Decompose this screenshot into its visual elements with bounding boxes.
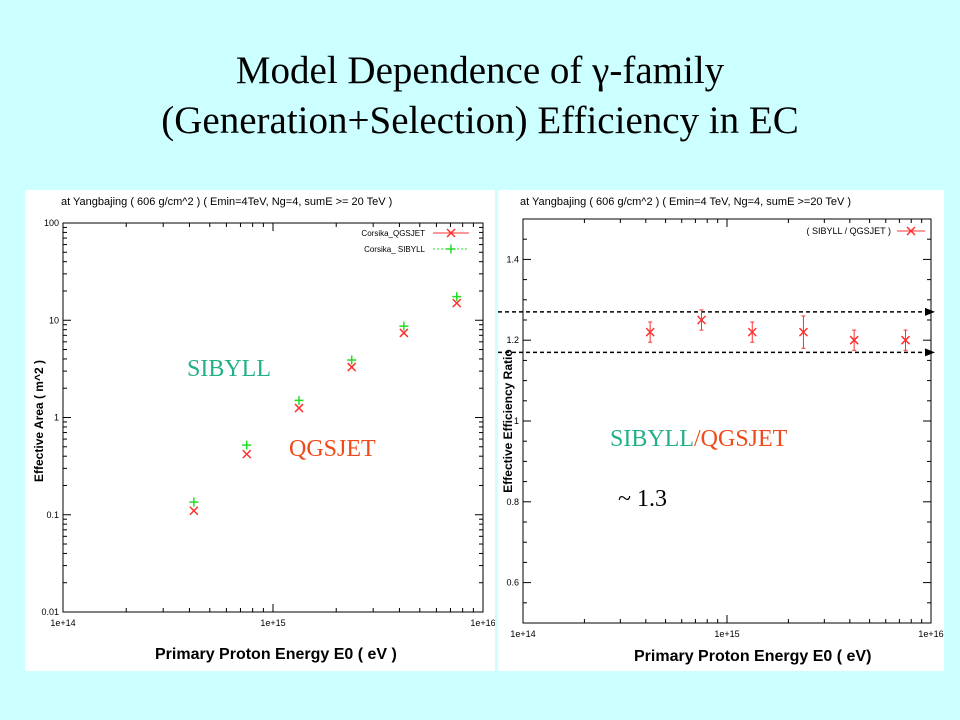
sibyll-point: [452, 292, 462, 302]
qgsjet-point: [452, 298, 462, 308]
plot-frame: [522, 218, 932, 624]
y-tick-label: 0.8: [506, 497, 519, 507]
reference-arrow: [925, 348, 935, 357]
x-tick-label: 1e+15: [714, 629, 739, 639]
ratio-point: [747, 327, 757, 337]
qgsjet-point: [242, 449, 252, 459]
effective-area-plot: 1e+14 1e+15 1e+16 0.01 0.1 1 10 100 Corsika_QGSJ…: [41, 218, 495, 628]
y-axis-title: Effective Efficiency Ratio: [501, 349, 515, 493]
y-tick-label: 10: [49, 315, 59, 325]
legend-marker-qgsjet: [446, 228, 456, 238]
ratio-point: [645, 327, 655, 337]
y-tick-label: 100: [44, 218, 59, 228]
y-tick-label: 0.01: [41, 607, 59, 617]
x-tick-label: 1e+15: [260, 618, 285, 628]
ratio-point: [696, 315, 707, 325]
sibyll-label: SIBYLL: [187, 356, 271, 382]
y-axis-title: Effective Area ( m^2 ): [32, 360, 46, 482]
title-line-1: Model Dependence of γ-family: [235, 49, 725, 92]
sibyll-point: [347, 355, 357, 365]
qgsjet-point: [399, 328, 409, 338]
y-tick-label: 1.2: [506, 335, 519, 345]
ratio-point: [900, 335, 911, 345]
qgsjet-label: QGSJET: [289, 436, 376, 462]
qgsjet-point: [294, 403, 304, 413]
ratio-point: [849, 335, 859, 345]
legend-label-ratio: ( SIBYLL / QGSJET ): [806, 226, 891, 236]
x-tick-label: 1e+14: [50, 618, 75, 628]
reference-arrow: [925, 307, 935, 316]
x-tick-label: 1e+16: [918, 629, 943, 639]
x-tick-label: 1e+16: [470, 618, 495, 628]
sibyll-point: [399, 321, 409, 331]
sibyll-point: [242, 440, 252, 450]
legend-label-sibyll: Corsika_ SIBYLL: [364, 245, 425, 254]
y-tick-label: 0.6: [506, 578, 519, 588]
gamma-symbol: γ: [592, 49, 610, 92]
y-tick-label: 1.4: [506, 254, 519, 264]
y-tick-label: 1: [54, 413, 59, 423]
legend-marker-sibyll: [446, 244, 456, 254]
efficiency-ratio-plot: 1e+14 1e+15 1e+16 0.6 0.8 1 1.2 1.4 ( SIBYLL / Q…: [498, 218, 944, 639]
title-line-2: (Generation+Selection) Efficiency in EC: [161, 99, 799, 142]
efficiency-ratio-chart: at Yangbajing ( 606 g/cm^2 ) ( Emin=4 Te…: [498, 190, 944, 671]
sibyll-point: [189, 497, 199, 507]
slide-title: Model Dependence of γ-family (Generation…: [0, 46, 960, 146]
x-axis-title: Primary Proton Energy E0 ( eV ): [155, 646, 397, 663]
ratio-point: [798, 327, 808, 337]
sibyll-point: [294, 395, 304, 405]
x-axis-title: Primary Proton Energy E0 ( eV): [634, 648, 872, 665]
legend-label-qgsjet: Corsika_QGSJET: [361, 229, 425, 238]
qgsjet-point: [189, 506, 199, 516]
legend-marker-ratio: [906, 226, 916, 236]
plot-frame: [62, 222, 484, 613]
qgsjet-point: [347, 362, 357, 372]
y-tick-label: 1: [514, 416, 519, 426]
effective-area-chart: at Yangbajing ( 606 g/cm^2 ) ( Emin=4TeV…: [25, 190, 495, 671]
approx-value: ~ 1.3: [618, 486, 667, 512]
ratio-label: SIBYLL/QGSJET: [610, 426, 788, 452]
chart-header: at Yangbajing ( 606 g/cm^2 ) ( Emin=4 Te…: [520, 196, 852, 208]
chart-header: at Yangbajing ( 606 g/cm^2 ) ( Emin=4TeV…: [61, 196, 393, 208]
y-tick-label: 0.1: [46, 510, 59, 520]
x-tick-label: 1e+14: [510, 629, 535, 639]
